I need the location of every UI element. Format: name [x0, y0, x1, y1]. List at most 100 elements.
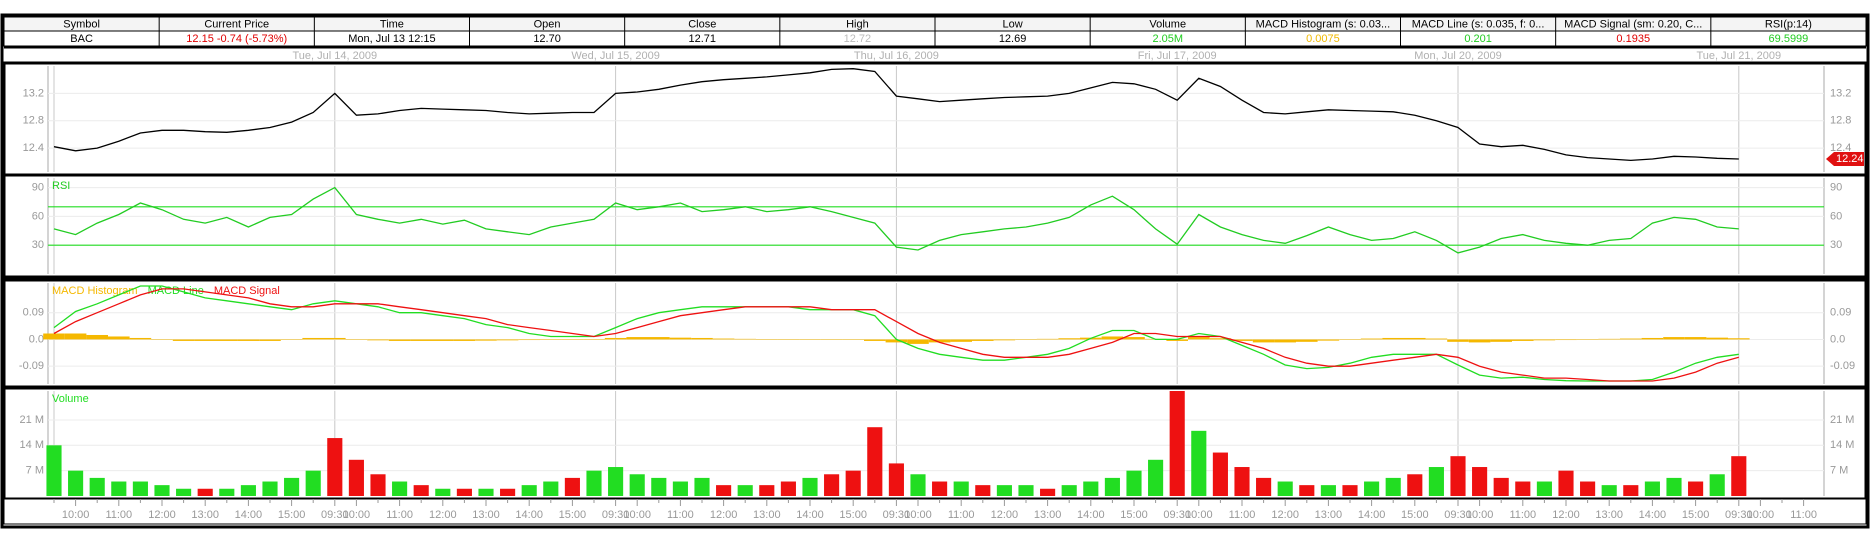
bar — [262, 481, 278, 496]
x-tick-label: 14:00 — [1639, 509, 1667, 521]
y-tick-label: 60 — [32, 210, 44, 222]
bar — [194, 339, 216, 341]
day-label: Tue, Jul 21, 2009 — [1696, 50, 1781, 62]
bar — [845, 470, 861, 496]
bar — [1688, 481, 1704, 496]
bar — [1536, 481, 1552, 496]
bar — [1018, 485, 1034, 496]
x-tick-label: 09:30 — [1725, 509, 1753, 521]
bar — [475, 339, 497, 341]
x-tick-label: 13:00 — [1315, 509, 1343, 521]
bar — [1252, 339, 1275, 343]
y-tick-label: 90 — [32, 182, 44, 194]
bar — [1666, 477, 1682, 496]
bar — [712, 338, 735, 340]
x-tick-label: 13:00 — [1034, 509, 1062, 521]
bar — [1644, 481, 1660, 496]
cell-value: 0.1935 — [1616, 33, 1650, 45]
bar — [953, 481, 969, 496]
bar — [1123, 337, 1145, 340]
x-tick-label: 10:00 — [623, 509, 651, 521]
bar — [1382, 337, 1404, 340]
bar — [1641, 337, 1664, 340]
bar — [367, 339, 389, 341]
bar — [388, 339, 411, 341]
bar — [928, 339, 951, 343]
bar — [564, 477, 580, 496]
x-tick-label: 11:00 — [1509, 509, 1536, 521]
y-tick-label-right: 12.4 — [1830, 142, 1851, 154]
bar — [1277, 481, 1293, 496]
column-header: Open — [534, 18, 561, 30]
bar — [284, 477, 300, 496]
column-header: Symbol — [63, 18, 100, 30]
x-tick-label: 11:00 — [667, 509, 694, 521]
bar — [521, 485, 537, 496]
bar — [1015, 339, 1037, 340]
x-tick-label: 15:00 — [839, 509, 867, 521]
bar — [197, 488, 213, 496]
bar — [756, 339, 778, 340]
bar — [1299, 485, 1315, 496]
y-tick-label: 12.8 — [23, 115, 44, 127]
bar — [1706, 337, 1728, 340]
bar — [176, 488, 192, 496]
bar — [1342, 485, 1358, 496]
bar — [324, 337, 346, 340]
bar — [824, 474, 840, 496]
x-tick-label: 10:00 — [343, 509, 371, 521]
bar — [259, 339, 281, 341]
bar — [910, 474, 926, 496]
legend-label: MACD Histogram — [52, 285, 138, 297]
bar — [777, 339, 800, 340]
bar — [1339, 339, 1361, 340]
bar — [1360, 338, 1383, 340]
bar — [151, 339, 173, 340]
x-tick-label: 12:00 — [1552, 509, 1580, 521]
bar — [1036, 338, 1059, 340]
bar — [737, 485, 753, 496]
bar — [432, 339, 454, 341]
bar — [1296, 339, 1318, 342]
column-header: MACD Signal (sm: 0.20, C... — [1564, 18, 1702, 30]
bar — [1166, 339, 1188, 341]
bar — [1083, 481, 1099, 496]
cell-value: 12.70 — [533, 33, 561, 45]
bar — [1533, 339, 1556, 341]
cell-value: 12.69 — [999, 33, 1027, 45]
bar — [626, 337, 648, 340]
column-header: High — [846, 18, 869, 30]
bar — [629, 474, 645, 496]
cell-value: 12.15 -0.74 (-5.73%) — [186, 33, 287, 45]
bar — [237, 339, 260, 341]
bar — [1404, 337, 1426, 340]
bar — [932, 481, 948, 496]
bar — [370, 474, 386, 496]
bar — [1058, 338, 1080, 340]
bar — [86, 334, 108, 340]
bar — [496, 339, 519, 341]
x-tick-label: 13:00 — [753, 509, 781, 521]
bar — [410, 339, 432, 341]
bar — [1126, 470, 1142, 496]
x-tick-label: 12:00 — [148, 509, 176, 521]
bar — [1555, 339, 1577, 341]
cell-value: BAC — [70, 33, 93, 45]
x-tick-label: 09:30 — [883, 509, 911, 521]
bar — [1598, 338, 1620, 340]
bar — [1320, 485, 1336, 496]
bar — [1663, 337, 1685, 340]
bar — [1256, 477, 1272, 496]
bar — [1580, 481, 1596, 496]
bar — [716, 485, 732, 496]
bar — [1364, 481, 1380, 496]
cell-value: Mon, Jul 13 12:15 — [348, 33, 435, 45]
bar — [305, 470, 321, 496]
y-tick-label-right: 60 — [1830, 210, 1842, 222]
bar — [172, 339, 195, 341]
series-line — [53, 288, 1739, 382]
bar — [975, 485, 991, 496]
bar — [972, 339, 994, 341]
bar — [1447, 339, 1469, 342]
y-tick-label: 7 M — [26, 465, 44, 477]
